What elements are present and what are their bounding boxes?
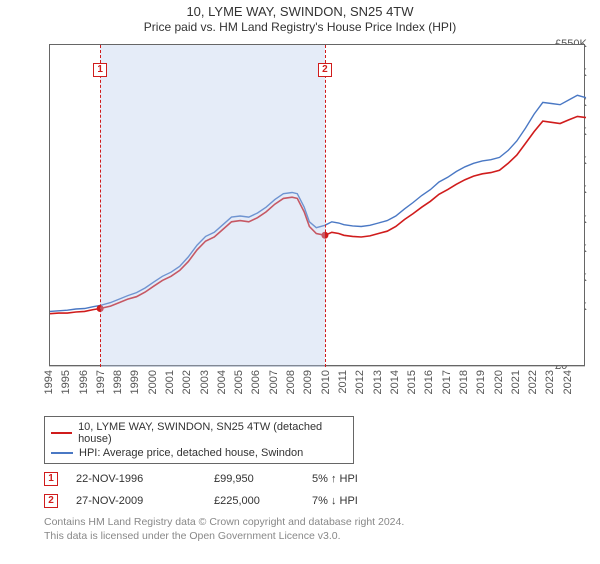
x-tick-label: 1994 xyxy=(43,370,55,394)
page-subtitle: Price paid vs. HM Land Registry's House … xyxy=(0,20,600,34)
x-tick-label: 2017 xyxy=(441,370,453,394)
legend-item: HPI: Average price, detached house, Swin… xyxy=(51,446,347,460)
x-tick-label: 2015 xyxy=(406,370,418,394)
x-tick-label: 2004 xyxy=(216,370,228,394)
legend: 10, LYME WAY, SWINDON, SN25 4TW (detache… xyxy=(44,416,354,464)
x-tick-label: 1997 xyxy=(95,370,107,394)
sale-vline xyxy=(100,45,101,367)
x-tick-label: 2006 xyxy=(250,370,262,394)
footnote-line-2: This data is licensed under the Open Gov… xyxy=(44,530,341,542)
x-tick-label: 2013 xyxy=(372,370,384,394)
legend-label: HPI: Average price, detached house, Swin… xyxy=(79,447,303,459)
x-tick-label: 1995 xyxy=(60,370,72,394)
sale-vs-hpi: 7% ↓ HPI xyxy=(312,495,432,507)
chart-marker: 2 xyxy=(318,63,332,77)
table-row: 1 22-NOV-1996 £99,950 5% ↑ HPI xyxy=(44,468,600,490)
chart: £0£50K£100K£150K£200K£250K£300K£350K£400… xyxy=(5,40,595,410)
x-tick-label: 2011 xyxy=(337,370,349,394)
x-tick-label: 2021 xyxy=(510,370,522,394)
x-tick-label: 2023 xyxy=(544,370,556,394)
x-tick-label: 2010 xyxy=(320,370,332,394)
x-tick-label: 2007 xyxy=(268,370,280,394)
legend-swatch xyxy=(51,452,73,454)
footnote-line-1: Contains HM Land Registry data © Crown c… xyxy=(44,516,404,528)
x-tick-label: 2016 xyxy=(423,370,435,394)
chart-marker: 1 xyxy=(93,63,107,77)
x-tick-label: 2008 xyxy=(285,370,297,394)
x-tick-label: 2012 xyxy=(354,370,366,394)
table-marker: 1 xyxy=(44,472,58,486)
x-tick-label: 2000 xyxy=(147,370,159,394)
x-tick-label: 2019 xyxy=(475,370,487,394)
x-tick-label: 2024 xyxy=(562,370,574,394)
sale-date: 22-NOV-1996 xyxy=(76,473,196,485)
sales-table: 1 22-NOV-1996 £99,950 5% ↑ HPI 2 27-NOV-2009 £… xyxy=(44,468,600,512)
legend-item: 10, LYME WAY, SWINDON, SN25 4TW (detache… xyxy=(51,420,347,446)
legend-label: 10, LYME WAY, SWINDON, SN25 4TW (detache… xyxy=(78,421,347,445)
x-tick-label: 2022 xyxy=(527,370,539,394)
table-marker: 2 xyxy=(44,494,58,508)
sale-vline xyxy=(325,45,326,367)
legend-swatch xyxy=(51,432,72,434)
plot-area: 12 xyxy=(49,44,585,366)
x-tick-label: 2018 xyxy=(458,370,470,394)
x-tick-label: 1996 xyxy=(78,370,90,394)
footnote: Contains HM Land Registry data © Crown c… xyxy=(44,516,564,543)
x-tick-label: 2020 xyxy=(493,370,505,394)
sale-price: £99,950 xyxy=(214,473,294,485)
x-tick-label: 2005 xyxy=(233,370,245,394)
x-tick-label: 2009 xyxy=(302,370,314,394)
sale-price: £225,000 xyxy=(214,495,294,507)
x-tick-label: 1999 xyxy=(129,370,141,394)
table-row: 2 27-NOV-2009 £225,000 7% ↓ HPI xyxy=(44,490,600,512)
x-tick-label: 2001 xyxy=(164,370,176,394)
sale-date: 27-NOV-2009 xyxy=(76,495,196,507)
purchase-period-shade xyxy=(100,45,325,367)
page-title: 10, LYME WAY, SWINDON, SN25 4TW xyxy=(0,4,600,19)
x-tick-label: 2014 xyxy=(389,370,401,394)
x-tick-label: 1998 xyxy=(112,370,124,394)
sale-vs-hpi: 5% ↑ HPI xyxy=(312,473,432,485)
x-tick-label: 2002 xyxy=(181,370,193,394)
x-tick-label: 2003 xyxy=(199,370,211,394)
